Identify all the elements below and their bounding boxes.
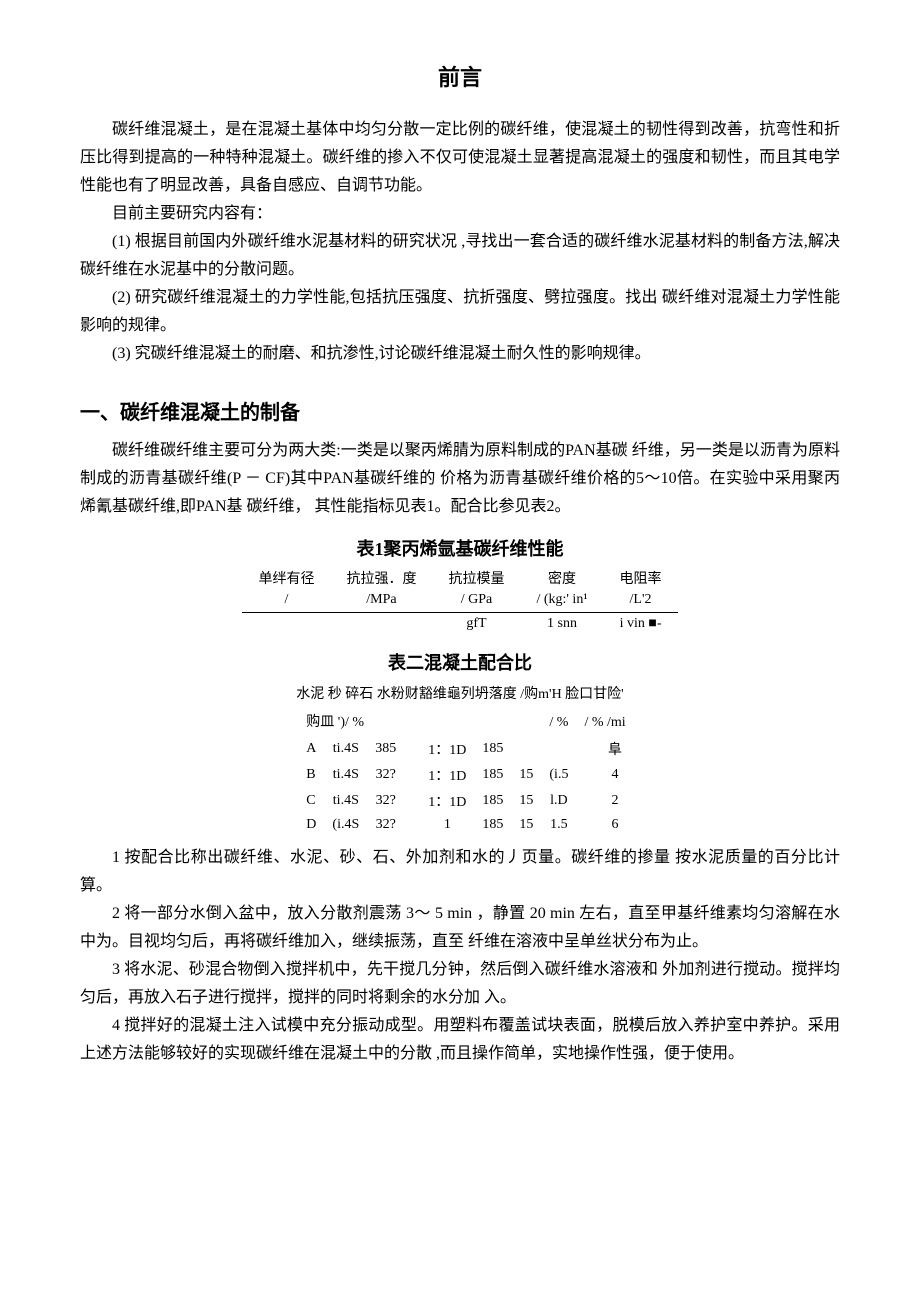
t2-d2: 32? (367, 814, 404, 836)
table1-caption: 表1聚丙烯氩基碳纤维性能 (80, 535, 840, 561)
t2-a6 (511, 736, 541, 762)
step-4: 4 搅拌好的混凝土注入试模中充分振动成型。用塑料布覆盖试块表面，脱模后放入养护室… (80, 1012, 840, 1068)
intro-p2: 目前主要研究内容有： (80, 200, 840, 228)
t1-c0 (242, 613, 330, 636)
intro-p4: (2) 研究碳纤维混凝土的力学性能,包括抗压强度、抗折强度、劈拉强度。找出 碳纤… (80, 284, 840, 340)
step-2: 2 将一部分水倒入盆中，放入分散剂震荡 3〜 5 min ，静置 20 min … (80, 900, 840, 956)
t2-d3 (404, 814, 420, 836)
t2-c4: 1：1D (420, 788, 474, 814)
t2-a4: 1：1D (420, 736, 474, 762)
t2-d5: 185 (474, 814, 511, 836)
t1-h0: 单绊有径/ (242, 567, 330, 613)
t2-a9: 阜 (596, 736, 633, 762)
t2-b8 (576, 762, 596, 788)
intro-p5: (3) 究碳纤维混凝土的耐磨、和抗渗性,讨论碳纤维混凝土耐久性的影响规律。 (80, 340, 840, 368)
t2-hline2a: 购皿 ')/ % (286, 709, 404, 737)
table2: 水泥 秒 碎石 水粉财豁维龜列坍落度 /购m'H 脸口甘险' 购皿 ')/ % … (286, 681, 633, 836)
t2-b0: B (286, 762, 324, 788)
t1-c2: gfT (432, 613, 520, 636)
t2-b4: 1：1D (420, 762, 474, 788)
table2-rowC: C ti.4S 32? 1：1D 185 15 l.D 2 (286, 788, 633, 814)
step-3: 3 将水泥、砂混合物倒入搅拌机中，先干搅几分钟，然后倒入碳纤维水溶液和 外加剂进… (80, 956, 840, 1012)
table1-header-row: 单绊有径/ 抗拉强．度/MPa 抗拉模量/ GPa 密度/ (kg:' in¹ … (242, 567, 677, 613)
table2-rowD: D (i.4S 32? 1 185 15 1.5 6 (286, 814, 633, 836)
t2-c8 (576, 788, 596, 814)
t2-c7: l.D (541, 788, 576, 814)
t2-a7 (541, 736, 576, 762)
t2-d4: 1 (420, 814, 474, 836)
t2-d6: 15 (511, 814, 541, 836)
t2-a1: ti.4S (324, 736, 367, 762)
step-1: 1 按配合比称出碳纤维、水泥、砂、石、外加剂和水的丿页量。碳纤维的掺量 按水泥质… (80, 844, 840, 900)
t2-a3 (404, 736, 420, 762)
t2-c2: 32? (367, 788, 404, 814)
t1-h3: 密度/ (kg:' in¹ (520, 567, 603, 613)
section1-p1: 碳纤维碳纤维主要可分为两大类:一类是以聚丙烯腈为原料制成的PAN基碳 纤维，另一… (80, 437, 840, 521)
section1-heading: 一、碳纤维混凝土的制备 (80, 396, 840, 425)
page-title: 前言 (80, 60, 840, 92)
t2-b1: ti.4S (324, 762, 367, 788)
table2-header2: 购皿 ')/ % / % / % /mi (286, 709, 633, 737)
table2-header1: 水泥 秒 碎石 水粉财豁维龜列坍落度 /购m'H 脸口甘险' (286, 681, 633, 709)
t1-c4: i vin ■- (604, 613, 678, 636)
t2-a8 (576, 736, 596, 762)
t2-b5: 185 (474, 762, 511, 788)
t2-a0: A (286, 736, 324, 762)
table1-row: gfT 1 snn i vin ■- (242, 613, 677, 636)
t1-c3: 1 snn (520, 613, 603, 636)
t2-b7: (i.5 (541, 762, 576, 788)
t2-c1: ti.4S (324, 788, 367, 814)
t2-a2: 385 (367, 736, 404, 762)
t1-h4: 电阻率/L'2 (604, 567, 678, 613)
t2-a5: 185 (474, 736, 511, 762)
t1-h2: 抗拉模量/ GPa (432, 567, 520, 613)
t2-b2: 32? (367, 762, 404, 788)
table1: 单绊有径/ 抗拉强．度/MPa 抗拉模量/ GPa 密度/ (kg:' in¹ … (242, 567, 677, 635)
t2-c3 (404, 788, 420, 814)
intro-p3: (1) 根据目前国内外碳纤维水泥基材料的研究状况 ,寻找出一套合适的碳纤维水泥基… (80, 228, 840, 284)
t2-c9: 2 (596, 788, 633, 814)
t2-b6: 15 (511, 762, 541, 788)
t2-d8 (576, 814, 596, 836)
t2-d9: 6 (596, 814, 633, 836)
t2-c6: 15 (511, 788, 541, 814)
t2-b9: 4 (596, 762, 633, 788)
t2-c5: 185 (474, 788, 511, 814)
t2-hline2b: / % (541, 709, 576, 737)
t2-d1: (i.4S (324, 814, 367, 836)
t2-hline1: 水泥 秒 碎石 水粉财豁维龜列坍落度 /购m'H 脸口甘险' (286, 681, 633, 709)
table2-rowB: B ti.4S 32? 1：1D 185 15 (i.5 4 (286, 762, 633, 788)
t2-b3 (404, 762, 420, 788)
t2-c0: C (286, 788, 324, 814)
t1-c1 (330, 613, 432, 636)
intro-p1: 碳纤维混凝土，是在混凝土基体中均匀分散一定比例的碳纤维，使混凝土的韧性得到改善，… (80, 116, 840, 200)
table2-caption: 表二混凝土配合比 (80, 649, 840, 675)
t2-d7: 1.5 (541, 814, 576, 836)
t2-d0: D (286, 814, 324, 836)
table2-rowA: A ti.4S 385 1：1D 185 阜 (286, 736, 633, 762)
t2-hline2c: / % /mi (576, 709, 633, 737)
t1-h1: 抗拉强．度/MPa (330, 567, 432, 613)
